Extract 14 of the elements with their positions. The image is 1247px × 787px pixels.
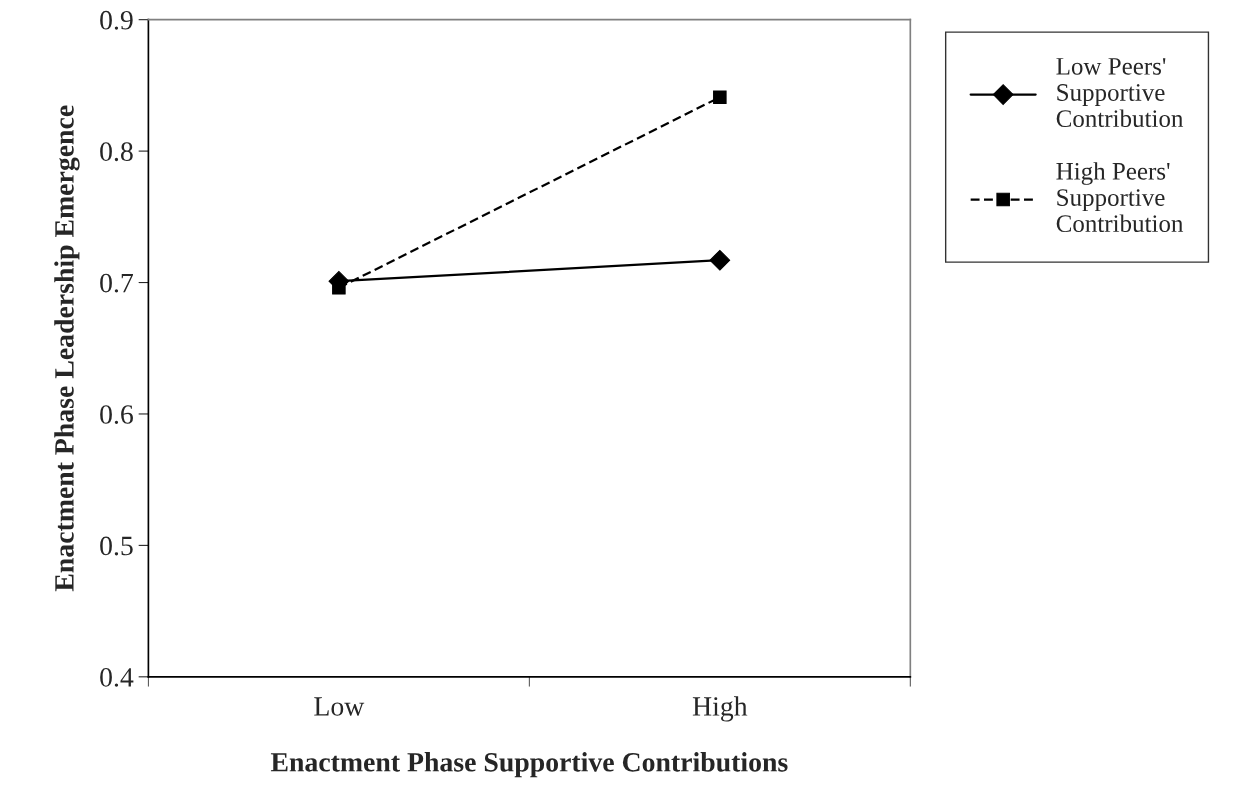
legend-label: High Peers' Supportive Contribution [1056, 162, 1184, 233]
legend-label: Low Peers' Supportive Contribution [1056, 58, 1184, 128]
y-tick-label: 0.4 [100, 667, 134, 687]
x-tick-label: Low [314, 697, 365, 716]
x-axis-title: Enactment Phase Supportive Contributions [270, 752, 788, 778]
y-tick-label: 0.6 [100, 405, 133, 424]
y-tick-label: 0.8 [100, 142, 133, 162]
point [713, 90, 727, 104]
y-axis-title: Enactment Phase Leadership Emergence [54, 105, 80, 592]
x-tick-label: High [692, 696, 748, 722]
y-tick-label: 0.7 [100, 273, 134, 293]
y-tick-label: 0.5 [100, 536, 133, 556]
point [709, 249, 731, 271]
y-tick-label: 0.9 [100, 10, 133, 30]
